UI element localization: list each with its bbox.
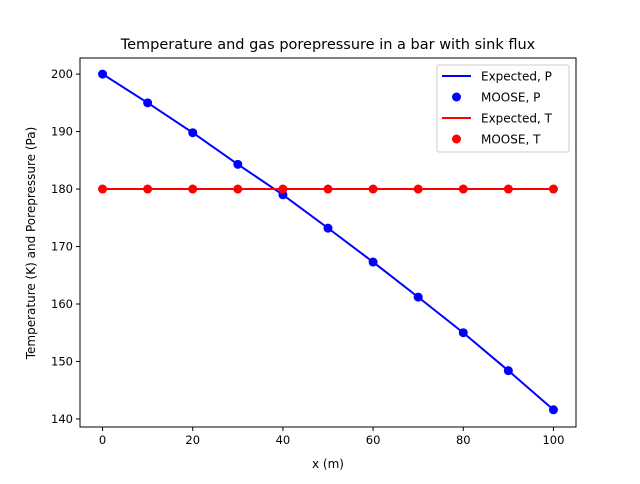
x-tick-label: 40 <box>276 433 291 447</box>
data-point-3-8 <box>458 184 468 194</box>
y-axis-label: Temperature (K) and Porepressure (Pa) <box>24 127 38 361</box>
x-tick-label: 80 <box>456 433 471 447</box>
legend: Expected, P MOOSE, P Expected, T MOOSE, T <box>436 64 570 153</box>
data-point-1-1 <box>143 98 153 108</box>
y-tick-label: 170 <box>51 240 73 254</box>
legend-label: MOOSE, P <box>481 91 540 105</box>
x-tick-label: 100 <box>542 433 564 447</box>
data-point-3-7 <box>413 184 423 194</box>
data-point-3-2 <box>188 184 198 194</box>
chart-title: Temperature and gas porepressure in a ba… <box>120 37 536 53</box>
data-point-1-9 <box>503 366 513 376</box>
data-point-1-7 <box>413 292 423 302</box>
data-point-3-1 <box>143 184 153 194</box>
data-point-1-6 <box>368 257 378 267</box>
data-point-3-4 <box>278 184 288 194</box>
data-point-3-9 <box>503 184 513 194</box>
y-tick-label: 180 <box>51 182 73 196</box>
data-point-3-6 <box>368 184 378 194</box>
data-point-3-5 <box>323 184 333 194</box>
data-point-1-8 <box>458 328 468 338</box>
x-tick-label: 0 <box>99 433 106 447</box>
legend-marker-icon <box>452 134 461 144</box>
legend-label: Expected, T <box>481 112 553 126</box>
data-point-3-3 <box>233 184 243 194</box>
y-tick-label: 200 <box>51 67 73 81</box>
data-point-1-10 <box>548 405 558 415</box>
data-point-3-0 <box>98 184 108 194</box>
y-tick-label: 190 <box>51 125 73 139</box>
x-tick-label: 20 <box>185 433 200 447</box>
x-tick-label: 60 <box>366 433 381 447</box>
data-point-3-10 <box>548 184 558 194</box>
data-point-1-0 <box>98 69 108 79</box>
plot-area: 0 20 40 60 80 100 140 150 160 170 180 190 200 <box>51 57 577 447</box>
legend-label: MOOSE, T <box>481 133 541 147</box>
data-point-1-2 <box>188 128 198 138</box>
y-tick-label: 160 <box>51 297 73 311</box>
legend-box <box>436 64 570 153</box>
data-point-1-3 <box>233 159 243 169</box>
y-tick-label: 150 <box>51 354 73 368</box>
axes-frame <box>79 57 577 428</box>
x-axis-label: x (m) <box>312 457 344 471</box>
y-tick-label: 140 <box>51 412 73 426</box>
legend-marker-icon <box>452 92 461 102</box>
legend-label: Expected, P <box>481 70 552 84</box>
data-point-1-5 <box>323 223 333 233</box>
